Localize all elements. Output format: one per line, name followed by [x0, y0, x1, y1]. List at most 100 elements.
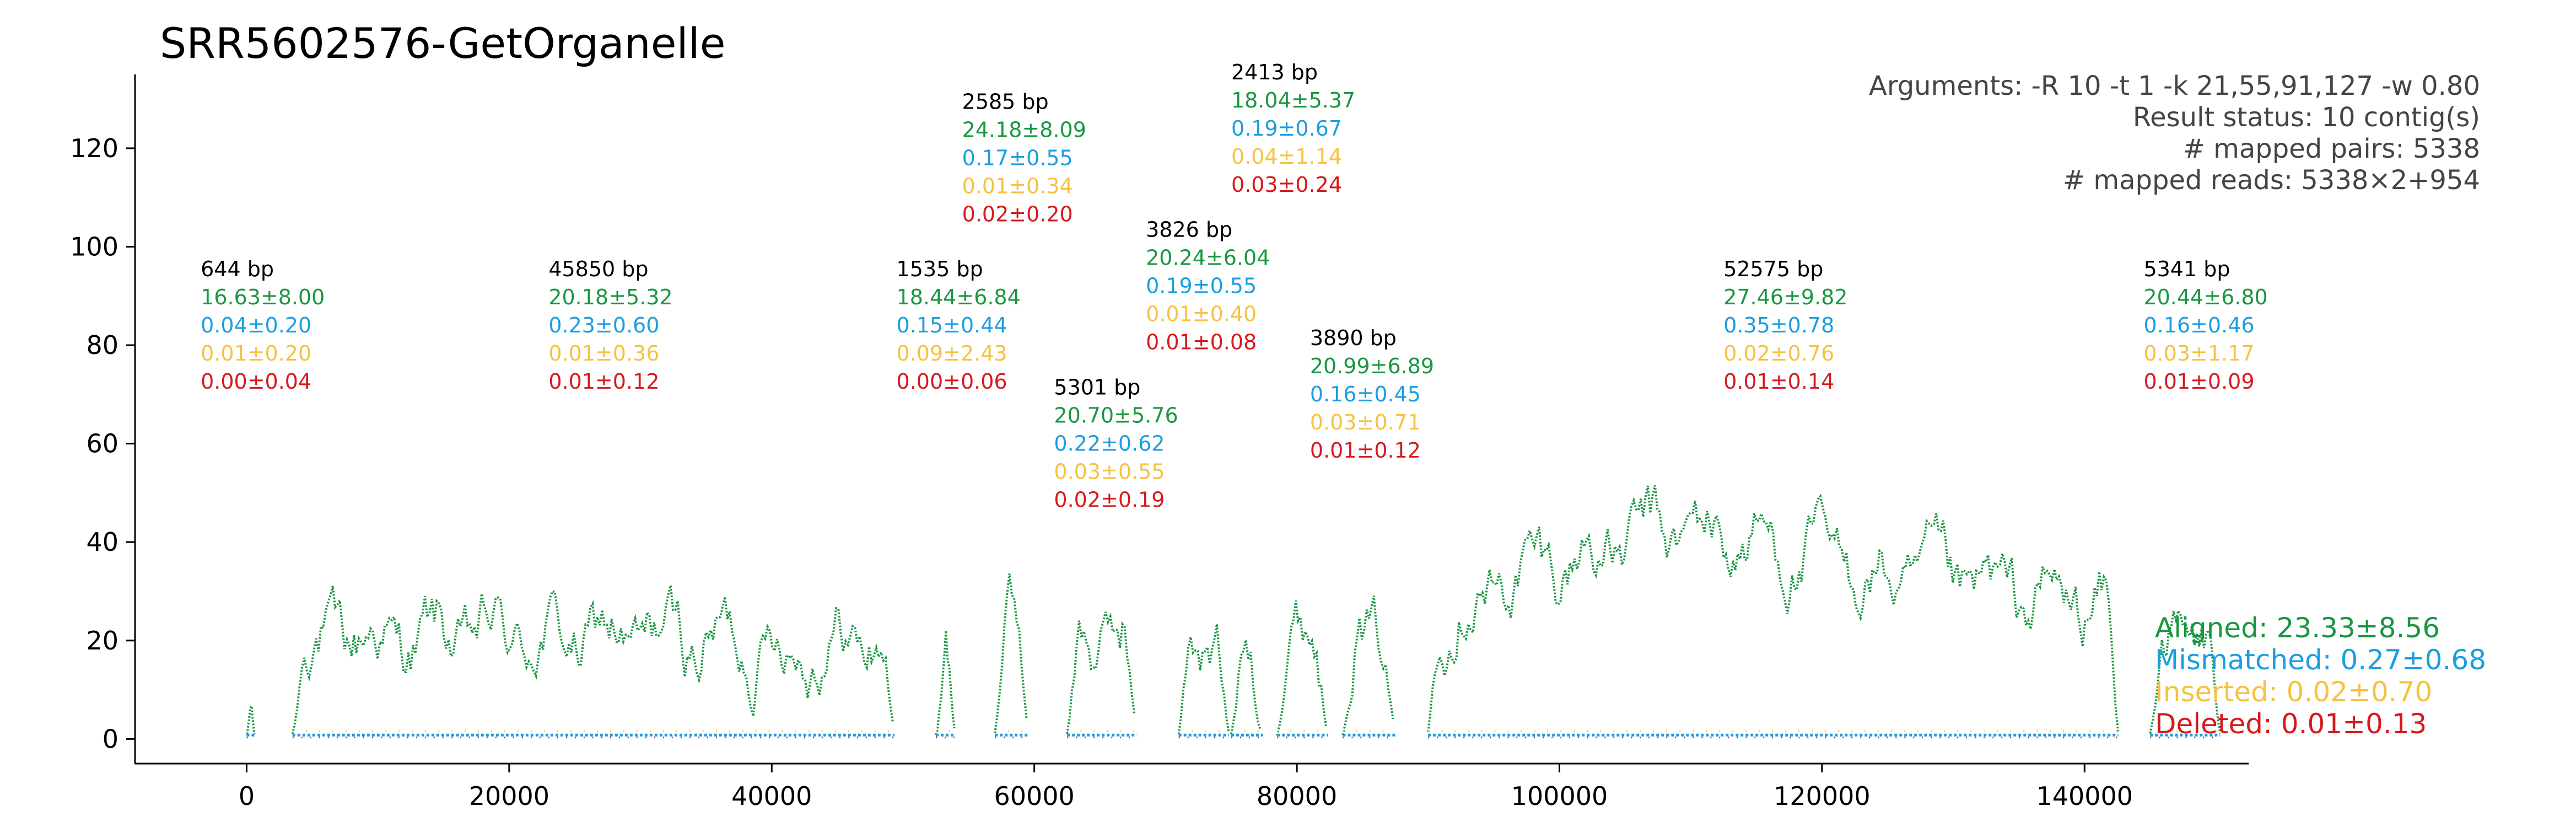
- chart-title: SRR5602576-GetOrganelle: [160, 19, 725, 68]
- contig-aligned-text: 20.24±6.04: [1146, 246, 1270, 270]
- contig-mismatched-text: 0.35±0.78: [1723, 313, 1834, 337]
- x-tick-label: 60000: [994, 781, 1074, 811]
- contig-label-8: 3890 bp 20.99±6.89 0.16±0.45 0.03±0.71 0.01±…: [1310, 326, 1434, 463]
- contig-labels: 644 bp 16.63±8.00 0.04±0.20 0.01±0.20 0.00±0…: [201, 60, 2268, 512]
- contig-inserted-text: 0.01±0.40: [1146, 302, 1257, 326]
- aligned-series-line: [245, 702, 256, 735]
- contig-mismatched-text: 0.19±0.55: [1146, 274, 1257, 298]
- contig-inserted-text: 0.01±0.34: [962, 174, 1073, 198]
- aligned-series-line: [994, 573, 1028, 734]
- contig-inserted-text: 0.03±1.17: [2143, 341, 2254, 366]
- legend-deleted: Deleted: 0.01±0.13: [2155, 708, 2427, 740]
- contig-label-3: 1535 bp 18.44±6.84 0.15±0.44 0.09±2.43 0.00±…: [897, 257, 1021, 394]
- contig-label-text: 644 bp: [201, 257, 274, 281]
- contig-label-text: 1535 bp: [897, 257, 983, 281]
- legend-inserted: Inserted: 0.02±0.70: [2155, 676, 2432, 708]
- contig-coverage-4: [994, 573, 1029, 739]
- contig-coverage-11: [2149, 608, 2222, 739]
- contig-aligned-text: 20.99±6.89: [1310, 354, 1434, 378]
- contig-deleted-text: 0.02±0.20: [962, 202, 1073, 227]
- contig-label-text: 2585 bp: [962, 90, 1049, 114]
- contig-aligned-text: 18.44±6.84: [897, 285, 1021, 309]
- x-tick-label: 120000: [1774, 781, 1871, 811]
- contig-inserted-text: 0.03±0.55: [1054, 459, 1165, 484]
- contig-deleted-text: 0.01±0.12: [1310, 438, 1421, 463]
- contig-coverage-2: [291, 585, 894, 739]
- contig-deleted-text: 0.01±0.12: [548, 369, 659, 394]
- contig-coverage-9: [1341, 595, 1395, 739]
- contig-mismatched-text: 0.15±0.44: [897, 313, 1007, 337]
- contig-aligned-text: 18.04±5.37: [1231, 88, 1355, 112]
- contig-mismatched-text: 0.22±0.62: [1054, 431, 1165, 455]
- contig-inserted-text: 0.09±2.43: [897, 341, 1007, 366]
- contig-label-5: 5301 bp 20.70±5.76 0.22±0.62 0.03±0.55 0.02±…: [1054, 375, 1178, 512]
- contig-mismatched-text: 0.04±0.20: [201, 313, 311, 337]
- contig-coverage-7: [1230, 640, 1263, 739]
- y-tick-label: 120: [70, 133, 118, 163]
- contig-label-text: 5301 bp: [1054, 375, 1140, 399]
- contig-label-2: 45850 bp 20.18±5.32 0.23±0.60 0.01±0.36 0.01…: [548, 257, 672, 394]
- x-tick-label: 140000: [2036, 781, 2133, 811]
- aligned-series-line: [1230, 640, 1262, 734]
- contig-label-4: 2585 bp 24.18±8.09 0.17±0.55 0.01±0.34 0.02±…: [962, 90, 1086, 227]
- legend-mismatched: Mismatched: 0.27±0.68: [2155, 644, 2486, 676]
- contig-deleted-text: 0.03±0.24: [1231, 173, 1342, 197]
- contig-inserted-text: 0.01±0.36: [548, 341, 659, 366]
- x-tick-label: 0: [239, 781, 255, 811]
- contig-coverage-8: [1276, 600, 1328, 739]
- info-line: # mapped reads: 5338×2+954: [2063, 165, 2480, 196]
- contig-label-1: 644 bp 16.63±8.00 0.04±0.20 0.01±0.20 0.00±0…: [201, 257, 325, 394]
- aligned-series-line: [1341, 595, 1394, 735]
- plot-area: [245, 485, 2222, 739]
- contig-label-text: 3826 bp: [1146, 218, 1232, 242]
- y-tick-label: 100: [70, 232, 118, 262]
- info-box: Arguments: -R 10 -t 1 -k 21,55,91,127 -w…: [1869, 71, 2480, 196]
- contig-coverage-10: [1427, 485, 2120, 739]
- contig-aligned-text: 24.18±8.09: [962, 118, 1086, 142]
- aligned-series-line: [1427, 485, 2120, 732]
- x-tick-label: 40000: [731, 781, 812, 811]
- y-tick-label: 80: [86, 330, 118, 360]
- contig-mismatched-text: 0.16±0.45: [1310, 382, 1421, 406]
- contig-label-7: 2413 bp 18.04±5.37 0.19±0.67 0.04±1.14 0.03±…: [1231, 60, 1355, 197]
- aligned-series-line: [1177, 624, 1230, 734]
- contig-mismatched-text: 0.19±0.67: [1231, 116, 1342, 141]
- aligned-series-line: [935, 630, 956, 735]
- contig-aligned-text: 27.46±9.82: [1723, 285, 1847, 309]
- aligned-series-line: [1066, 611, 1136, 734]
- aligned-series-line: [1276, 600, 1327, 736]
- contig-inserted-text: 0.02±0.76: [1723, 341, 1834, 366]
- contig-aligned-text: 16.63±8.00: [201, 285, 325, 309]
- info-line: Result status: 10 contig(s): [2133, 102, 2480, 133]
- contig-label-11: 5341 bp 20.44±6.80 0.16±0.46 0.03±1.17 0.01±…: [2143, 257, 2267, 394]
- axes: 0 20000 40000 60000 80000 100000 120000 140000 0…: [70, 74, 2249, 811]
- contig-coverage-3: [935, 630, 956, 739]
- x-tick-label: 100000: [1511, 781, 1608, 811]
- contig-label-text: 52575 bp: [1723, 257, 1823, 281]
- contig-aligned-text: 20.18±5.32: [548, 285, 672, 309]
- contig-aligned-text: 20.44±6.80: [2143, 285, 2267, 309]
- contig-inserted-text: 0.01±0.20: [201, 341, 311, 366]
- contig-mismatched-text: 0.16±0.46: [2143, 313, 2254, 337]
- contig-coverage-5: [1066, 611, 1137, 739]
- info-line: Arguments: -R 10 -t 1 -k 21,55,91,127 -w…: [1869, 71, 2480, 101]
- x-tick-label: 20000: [469, 781, 549, 811]
- contig-label-text: 3890 bp: [1310, 326, 1397, 350]
- aligned-series-line: [291, 585, 894, 734]
- y-tick-label: 0: [103, 724, 118, 754]
- contig-coverage-6: [1177, 624, 1230, 739]
- contig-coverage-1: [245, 702, 256, 739]
- contig-label-6: 3826 bp 20.24±6.04 0.19±0.55 0.01±0.40 0.01±…: [1146, 218, 1270, 355]
- contig-deleted-text: 0.00±0.04: [201, 369, 311, 394]
- y-tick-label: 40: [86, 527, 118, 557]
- y-tick-label: 20: [86, 626, 118, 656]
- contig-inserted-text: 0.03±0.71: [1310, 410, 1421, 434]
- contig-mismatched-text: 0.23±0.60: [548, 313, 659, 337]
- legend-aligned: Aligned: 23.33±8.56: [2155, 612, 2440, 644]
- y-tick-label: 60: [86, 429, 118, 459]
- contig-inserted-text: 0.04±1.14: [1231, 144, 1342, 169]
- info-line: # mapped pairs: 5338: [2183, 133, 2480, 164]
- contig-aligned-text: 20.70±5.76: [1054, 403, 1178, 427]
- contig-deleted-text: 0.01±0.08: [1146, 330, 1257, 355]
